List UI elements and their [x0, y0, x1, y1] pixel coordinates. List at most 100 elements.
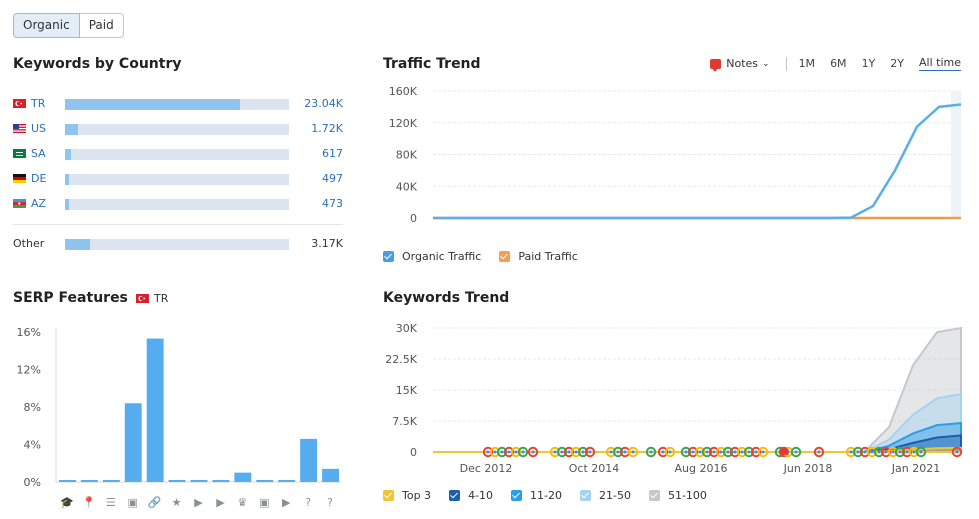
serp-bar-image-pack[interactable]	[124, 403, 142, 482]
video-icon[interactable]: ▶	[194, 496, 203, 509]
google-update-icon[interactable]	[880, 446, 892, 458]
google-update-icon[interactable]	[627, 446, 639, 458]
reviews-icon[interactable]: ☰	[106, 496, 116, 509]
people-also-ask-icon[interactable]: ?	[305, 496, 311, 509]
google-update-icon[interactable]	[951, 446, 963, 458]
tab-organic[interactable]: Organic	[13, 13, 80, 38]
google-update-icon[interactable]	[894, 446, 906, 458]
tab-paid[interactable]: Paid	[79, 13, 124, 38]
country-keyword-count[interactable]: 617	[322, 147, 343, 160]
sitelinks-icon[interactable]: 🔗	[148, 495, 162, 509]
google-update-icon[interactable]	[736, 446, 748, 458]
country-code[interactable]: DE	[31, 172, 47, 185]
image-pack-icon[interactable]: ▣	[128, 496, 138, 509]
google-update-icon[interactable]	[901, 446, 913, 458]
country-row-de[interactable]: DE 497	[13, 171, 343, 187]
serp-bar-sitelinks[interactable]	[146, 338, 164, 482]
serp-bar-thumbnails[interactable]	[256, 480, 274, 482]
google-update-icon[interactable]	[743, 446, 755, 458]
top-stories-icon[interactable]: ♛	[237, 496, 247, 509]
google-update-icon[interactable]	[645, 446, 657, 458]
legend-11-20[interactable]: 11-20	[511, 489, 562, 502]
google-update-icon[interactable]	[563, 446, 575, 458]
google-update-icon[interactable]	[708, 446, 720, 458]
google-update-icon[interactable]	[722, 446, 734, 458]
thumbnails-icon[interactable]: ▣	[259, 496, 269, 509]
google-update-icon[interactable]	[915, 446, 927, 458]
range-1y[interactable]: 1Y	[861, 57, 876, 70]
google-update-icon[interactable]	[510, 446, 522, 458]
range-1m[interactable]: 1M	[798, 57, 816, 70]
google-update-icon[interactable]	[556, 446, 568, 458]
country-keyword-count[interactable]: 473	[322, 197, 343, 210]
serp-bar-video-carousel[interactable]	[212, 480, 230, 482]
note-marker-icon[interactable]	[780, 447, 788, 455]
serp-bar-faq[interactable]	[322, 468, 339, 482]
serp-bar-video-alt[interactable]	[278, 480, 296, 482]
serp-bar-people-also-ask[interactable]	[300, 438, 318, 482]
country-code[interactable]: SA	[31, 147, 46, 160]
google-update-icon[interactable]	[496, 446, 508, 458]
faq-icon[interactable]: ?	[327, 496, 333, 509]
country-row-us[interactable]: US 1.72K	[13, 121, 343, 137]
google-update-icon[interactable]	[577, 446, 589, 458]
google-update-icon[interactable]	[570, 446, 582, 458]
serp-bar-top-stories[interactable]	[234, 472, 252, 482]
local-pack-icon[interactable]: 📍	[82, 496, 96, 509]
google-update-icon[interactable]	[845, 446, 857, 458]
google-update-icon[interactable]	[664, 446, 676, 458]
country-keyword-count[interactable]: 23.04K	[304, 97, 343, 110]
google-update-icon[interactable]	[908, 446, 920, 458]
legend-organic-traffic[interactable]: Organic Traffic	[383, 250, 481, 263]
google-update-icon[interactable]	[873, 446, 885, 458]
google-update-icon[interactable]	[612, 446, 624, 458]
legend-paid-traffic[interactable]: Paid Traffic	[499, 250, 578, 263]
google-update-icon[interactable]	[852, 446, 864, 458]
range-all-time[interactable]: All time	[919, 56, 961, 71]
country-keyword-count[interactable]: 1.72K	[311, 122, 343, 135]
google-update-icon[interactable]	[859, 446, 871, 458]
serp-bar-knowledge-panel[interactable]	[59, 480, 76, 482]
video-carousel-icon[interactable]: ▶	[216, 496, 225, 509]
legend-51-100[interactable]: 51-100	[648, 489, 707, 502]
serp-bar-featured-snippet[interactable]	[168, 480, 186, 482]
google-update-icon[interactable]	[489, 446, 501, 458]
google-update-icon[interactable]	[790, 446, 802, 458]
google-update-icon[interactable]	[757, 446, 769, 458]
country-code[interactable]: AZ	[31, 197, 47, 210]
google-update-icon[interactable]	[887, 446, 899, 458]
google-update-icon[interactable]	[866, 446, 878, 458]
country-row-az[interactable]: AZ 473	[13, 196, 343, 212]
range-6m[interactable]: 6M	[830, 57, 847, 70]
google-update-icon[interactable]	[517, 446, 529, 458]
knowledge-panel-icon[interactable]: 🎓	[60, 496, 74, 509]
google-update-icon[interactable]	[549, 446, 561, 458]
featured-snippet-icon[interactable]: ★	[172, 496, 182, 509]
google-update-icon[interactable]	[694, 446, 706, 458]
google-update-icon[interactable]	[657, 446, 669, 458]
legend-4-10[interactable]: 4-10	[449, 489, 493, 502]
serp-bar-video[interactable]	[190, 480, 208, 482]
video-alt-icon[interactable]: ▶	[282, 496, 291, 509]
notes-dropdown[interactable]: Notes ⌄	[710, 57, 770, 72]
google-update-icon[interactable]	[715, 446, 727, 458]
google-update-icon[interactable]	[687, 446, 699, 458]
country-row-tr[interactable]: TR 23.04K	[13, 96, 343, 112]
country-code[interactable]: US	[31, 122, 47, 135]
google-update-icon[interactable]	[680, 446, 692, 458]
legend-21-50[interactable]: 21-50	[580, 489, 631, 502]
google-update-icon[interactable]	[503, 446, 515, 458]
google-update-icon[interactable]	[605, 446, 617, 458]
google-update-icon[interactable]	[482, 446, 494, 458]
google-update-icon[interactable]	[584, 446, 596, 458]
google-update-icon[interactable]	[527, 446, 539, 458]
series-line-organic-traffic[interactable]	[433, 103, 962, 220]
google-update-icon[interactable]	[813, 446, 825, 458]
legend-top-3[interactable]: Top 3	[383, 489, 431, 502]
google-update-icon[interactable]	[701, 446, 713, 458]
google-update-icon[interactable]	[729, 446, 741, 458]
series-area-21-50[interactable]	[433, 392, 962, 453]
series-area-51-100[interactable]	[433, 326, 962, 453]
serp-bar-local-pack[interactable]	[80, 480, 98, 482]
serp-bar-reviews[interactable]	[102, 480, 120, 482]
